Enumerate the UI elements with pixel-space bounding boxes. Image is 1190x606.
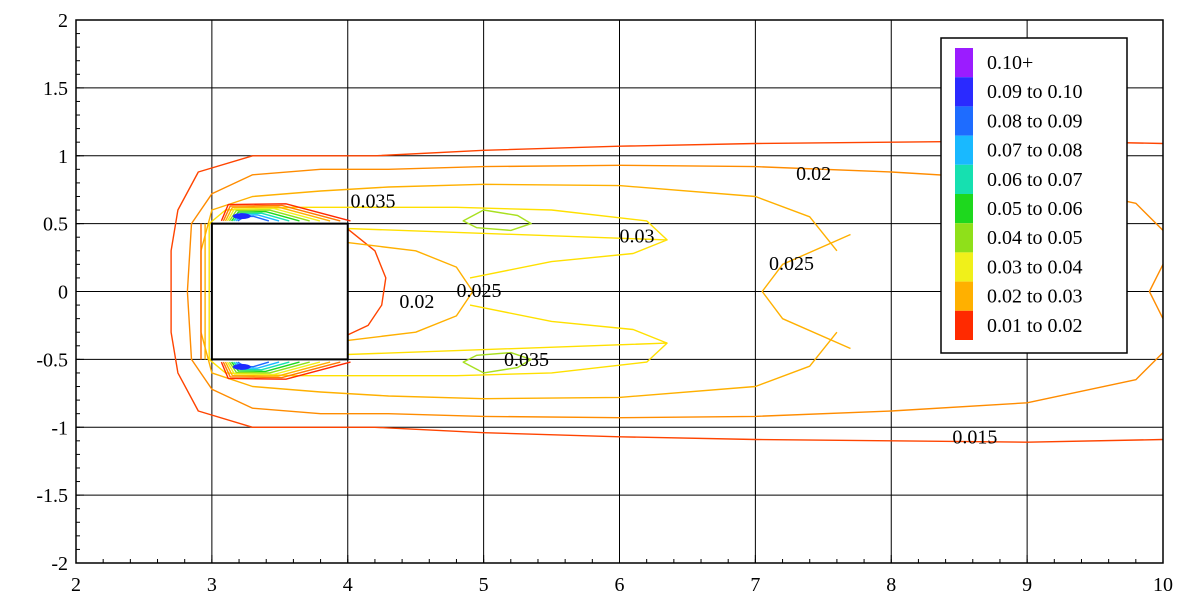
legend-label: 0.04 to 0.05 [987,227,1083,249]
x-tick-label: 10 [1153,574,1173,596]
y-tick-label: 2 [58,10,68,32]
x-tick-label: 8 [886,574,896,596]
legend-label: 0.10+ [987,52,1033,74]
contour-line [222,361,341,379]
contour-line [224,361,331,377]
legend: 0.10+ 0.09 to 0.10 0.08 to 0.09 0.07 to 0.0… [940,37,1128,354]
contour-label: 0.025 [769,253,814,275]
y-tick-label: 1 [58,146,68,168]
y-tick-label: -0.5 [36,349,68,371]
contour-line [347,241,474,342]
contour-peak [232,213,251,220]
legend-label: 0.07 to 0.08 [987,140,1083,162]
y-tick-label: 0 [58,282,68,304]
y-tick-label: 0.5 [43,214,68,236]
contour-line [462,351,532,374]
legend-label: 0.09 to 0.10 [987,81,1083,103]
contour-line [1148,264,1164,320]
x-tick-label: 3 [207,574,217,596]
x-tick-label: 6 [615,574,625,596]
contour-label: 0.025 [456,280,501,302]
square-obstacle [210,222,349,361]
contour-line [761,233,851,350]
contour-label: 0.02 [796,163,831,185]
legend-label: 0.02 to 0.03 [987,286,1083,308]
contour-line [220,203,351,222]
x-axis-ticks: 2 3 4 5 6 7 8 9 10 [71,555,1173,596]
contour-line [170,140,1164,443]
legend-swatch [955,223,973,253]
legend-swatch [955,310,973,340]
obstacle-rect [210,222,349,361]
contour-label: 0.015 [952,427,997,449]
legend-swatch [955,281,973,311]
y-tick-label: 1.5 [43,78,68,100]
contour-line [347,228,387,336]
contour-line [226,361,321,376]
contour-line [224,206,331,222]
y-tick-label: -2 [51,553,68,575]
x-tick-label: 7 [750,574,760,596]
y-tick-label: -1 [51,417,68,439]
legend-label: 0.01 to 0.02 [987,315,1083,337]
legend-swatch [955,106,973,136]
y-axis-ticks: 2 1.5 1 0.5 0 -0.5 -1 -1.5 -2 [36,10,84,575]
legend-label: 0.05 to 0.06 [987,198,1083,220]
legend-swatch [955,164,973,194]
contour-labels: 0.035 0.02 0.03 0.025 0.02 0.025 0.035 0.015 [350,163,997,448]
legend-swatch [955,48,973,78]
x-tick-label: 4 [343,574,353,596]
legend-swatch [955,77,973,107]
contour-label: 0.035 [350,190,395,212]
legend-swatch [955,135,973,165]
legend-label: 0.03 to 0.04 [987,256,1083,278]
x-tick-label: 9 [1022,574,1032,596]
contour-label: 0.035 [504,349,549,371]
y-tick-label: -1.5 [36,485,68,507]
x-tick-label: 5 [479,574,489,596]
legend-swatch [955,194,973,224]
legend-label: 0.06 to 0.07 [987,169,1083,191]
contour-label: 0.03 [620,226,655,248]
contour-line [222,204,341,222]
contour-line [186,164,1164,419]
contour-line [462,209,532,232]
contour-line [226,207,321,222]
contour-label: 0.02 [399,291,434,313]
x-tick-label: 2 [71,574,81,596]
contour-peak [232,363,251,370]
legend-swatch [955,252,973,282]
legend-label: 0.08 to 0.09 [987,110,1083,132]
contour-lines [170,140,1164,443]
contour-line [220,361,351,380]
